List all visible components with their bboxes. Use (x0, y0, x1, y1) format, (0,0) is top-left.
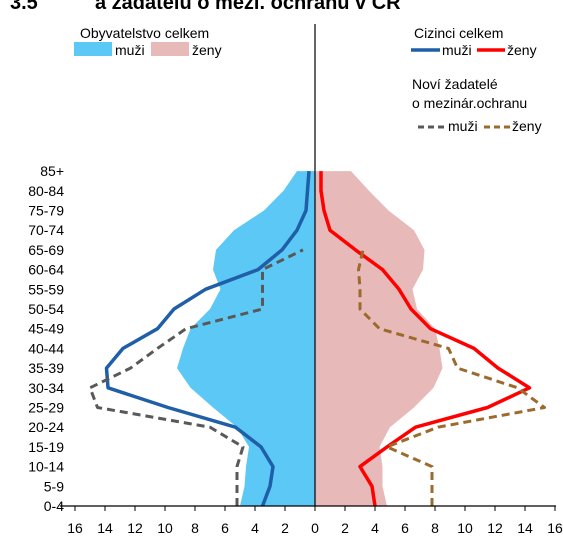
x-tick-label: 4 (371, 520, 379, 536)
y-tick-label: 0-4 (44, 498, 64, 514)
legend-population: Obyvatelstvo celkem muži ženy (74, 25, 222, 58)
y-tick-label: 60-64 (28, 262, 64, 278)
chart-title: a žadatelů o mezi. ochranu v ČR (95, 0, 401, 14)
legend-foreigners-men-label: muži (442, 42, 472, 58)
x-tick-label: 2 (281, 520, 289, 536)
legend-population-title: Obyvatelstvo celkem (80, 25, 209, 41)
x-tick-label: 14 (517, 520, 533, 536)
legend-applicants: Noví žadatelé o mezinár.ochranu muži žen… (412, 76, 542, 134)
legend-applicants-women-label: ženy (512, 118, 542, 134)
x-tick-label: 16 (67, 520, 83, 536)
x-axis-tick-labels: 16 14 12 10 8 6 4 2 0 2 4 6 8 10 12 14 16 (67, 520, 563, 536)
y-tick-label: 15-19 (28, 439, 64, 455)
legend-population-men-swatch (74, 42, 112, 56)
legend-applicants-men-label: muži (448, 118, 478, 134)
x-tick-label: 12 (487, 520, 503, 536)
y-tick-label: 55-59 (28, 281, 64, 297)
legend-foreigners-title: Cizinci celkem (414, 25, 503, 41)
legend-population-men-label: muži (115, 42, 145, 58)
y-tick-label: 45-49 (28, 321, 64, 337)
legend-applicants-title-line2: o mezinár.ochranu (412, 95, 527, 111)
legend-foreigners: Cizinci celkem muži ženy (411, 25, 537, 58)
legend-foreigners-women-label: ženy (507, 42, 537, 58)
y-tick-label: 85+ (40, 163, 64, 179)
legend-applicants-title-line1: Noví žadatelé (412, 76, 498, 92)
legend-population-women-label: ženy (192, 42, 222, 58)
x-tick-label: 10 (157, 520, 173, 536)
x-tick-label: 10 (457, 520, 473, 536)
x-tick-label: 16 (547, 520, 563, 536)
x-tick-label: 4 (251, 520, 259, 536)
legend-population-women-swatch (151, 42, 189, 56)
chart-title-prefix: 3.5 (10, 0, 38, 14)
y-tick-label: 50-54 (28, 301, 64, 317)
y-tick-label: 75-79 (28, 203, 64, 219)
x-tick-label: 6 (401, 520, 409, 536)
population-women-area (315, 171, 443, 506)
applicants-women-line (357, 249, 546, 506)
x-tick-label: 14 (97, 520, 113, 536)
x-tick-label: 8 (431, 520, 439, 536)
x-tick-label: 8 (191, 520, 199, 536)
x-tick-label: 2 (341, 520, 349, 536)
y-tick-label: 35-39 (28, 360, 64, 376)
y-tick-label: 70-74 (28, 222, 64, 238)
x-tick-label: 0 (311, 520, 319, 536)
y-tick-label: 30-34 (28, 380, 64, 396)
x-tick-label: 6 (221, 520, 229, 536)
y-tick-label: 80-84 (28, 183, 64, 199)
plot-area (60, 24, 556, 511)
y-tick-label: 65-69 (28, 242, 64, 258)
applicants-men-line (88, 248, 304, 506)
foreigners-men-line (104, 170, 311, 507)
x-tick-label: 12 (127, 520, 143, 536)
y-axis-tick-labels: 0-4 5-9 10-14 15-19 20-24 25-29 30-34 35-39 40-4… (28, 163, 64, 514)
y-tick-label: 40-44 (28, 340, 64, 356)
y-tick-label: 10-14 (28, 459, 64, 475)
y-tick-label: 20-24 (28, 419, 64, 435)
y-tick-label: 25-29 (28, 400, 64, 416)
population-men-area (177, 171, 315, 506)
foreigners-women-line (319, 171, 532, 507)
y-tick-label: 5-9 (44, 478, 64, 494)
